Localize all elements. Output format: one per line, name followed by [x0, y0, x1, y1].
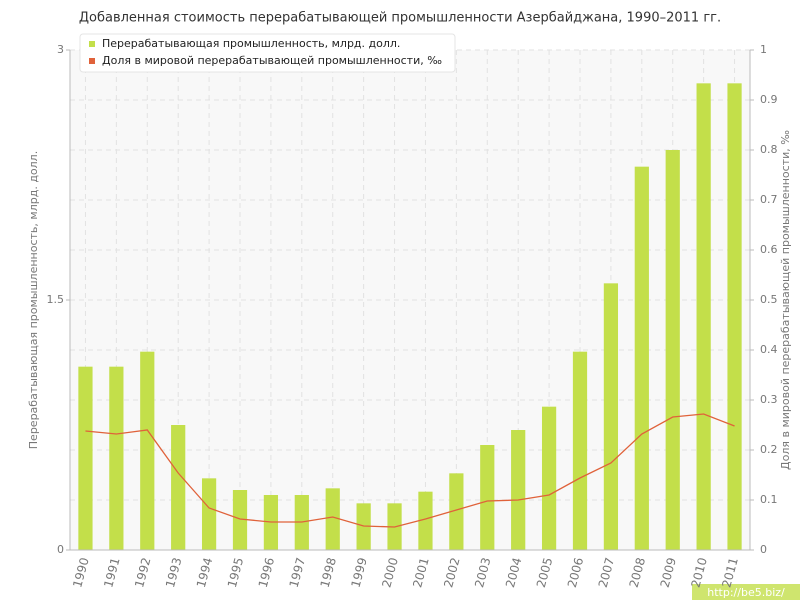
- y2-axis-title: Доля в мировой перерабатывающей промышле…: [779, 130, 792, 470]
- y2-tick-label: 0: [760, 543, 767, 556]
- y2-tick-label: 0.4: [760, 343, 778, 356]
- y2-tick-label: 0.7: [760, 193, 778, 206]
- bar: [201, 478, 217, 550]
- bar: [603, 283, 619, 550]
- bar: [480, 445, 495, 550]
- legend-label: Перерабатывающая промышленность, млрд. д…: [102, 37, 400, 50]
- watermark-box: [692, 584, 800, 600]
- bar: [511, 430, 526, 550]
- y-tick-label: 1.5: [47, 293, 65, 306]
- legend-swatch: [89, 58, 95, 64]
- line: [85, 413, 735, 528]
- y2-tick-label: 0.8: [760, 143, 778, 156]
- y2-tick-label: 0.9: [760, 93, 778, 106]
- y-tick-label: 0: [57, 543, 64, 556]
- bar: [109, 366, 124, 550]
- bar: [78, 366, 93, 550]
- y2-tick-label: 0.3: [760, 393, 778, 406]
- bar: [541, 406, 557, 550]
- bar: [171, 425, 186, 550]
- marks: [78, 83, 742, 550]
- y2-tick-label: 0.6: [760, 243, 778, 256]
- y-axis-title: Перерабатывающая промышленность, млрд. д…: [27, 151, 40, 449]
- bar: [356, 503, 371, 550]
- bar: [232, 490, 248, 550]
- bar: [634, 166, 649, 550]
- bar: [140, 351, 155, 550]
- bar: [665, 150, 680, 550]
- legend-label: Доля в мировой перерабатывающей промышле…: [102, 54, 442, 67]
- bar: [696, 83, 711, 550]
- legend-swatch: [89, 41, 95, 47]
- y2-tick-label: 0.5: [760, 293, 778, 306]
- legend: Перерабатывающая промышленность, млрд. д…: [79, 33, 456, 73]
- watermark: http://be5.biz/: [707, 586, 785, 599]
- bar: [418, 491, 433, 550]
- bar: [727, 83, 742, 550]
- chart-title: Добавленная стоимость перерабатывающей п…: [79, 11, 721, 26]
- y-tick-label: 3: [57, 43, 64, 56]
- bar: [325, 488, 340, 550]
- y2-tick-label: 0.1: [760, 493, 778, 506]
- bar: [572, 351, 588, 550]
- y2-tick-label: 0.2: [760, 443, 778, 456]
- y2-tick-label: 1: [760, 43, 767, 56]
- bar: [449, 473, 464, 550]
- legend-box: [79, 33, 456, 73]
